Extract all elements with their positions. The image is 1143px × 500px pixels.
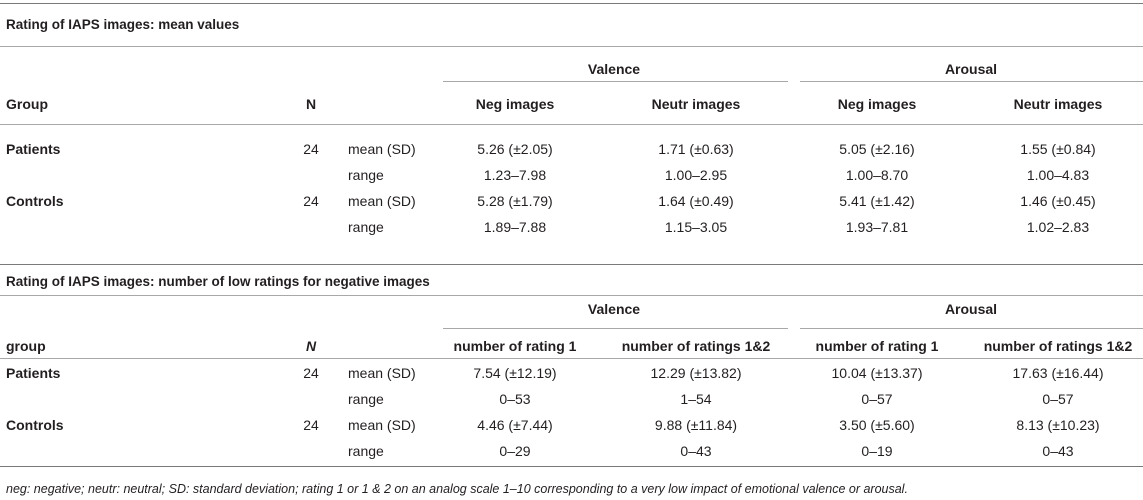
value-cell: 8.13 (±10.23) — [1016, 417, 1100, 433]
valence-span-rule — [443, 81, 788, 82]
value-cell: 0–57 — [1042, 391, 1074, 407]
stat-label: range — [348, 219, 384, 235]
arousal-header: Arousal — [944, 61, 998, 77]
col-header: number of ratings 1&2 — [621, 338, 771, 354]
value-cell: 0–43 — [1042, 443, 1074, 459]
stat-label: mean (SD) — [348, 141, 416, 157]
n-cell: 24 — [303, 193, 319, 209]
value-cell: 10.04 (±13.37) — [831, 365, 923, 381]
value-cell: 0–29 — [499, 443, 531, 459]
value-cell: 1–54 — [680, 391, 712, 407]
value-cell: 5.41 (±1.42) — [839, 193, 915, 209]
value-cell: 1.00–2.95 — [664, 167, 728, 183]
value-cell: 1.46 (±0.45) — [1020, 193, 1096, 209]
n-header: N — [305, 96, 317, 112]
n-header: N — [305, 338, 317, 354]
section1-header-rule — [0, 124, 1143, 125]
value-cell: 0–43 — [680, 443, 712, 459]
value-cell: 12.29 (±13.82) — [650, 365, 742, 381]
value-cell: 4.46 (±7.44) — [477, 417, 553, 433]
valence-header: Valence — [587, 61, 641, 77]
value-cell: 1.23–7.98 — [483, 167, 547, 183]
value-cell: 1.71 (±0.63) — [658, 141, 734, 157]
value-cell: 17.63 (±16.44) — [1012, 365, 1104, 381]
section1-title: Rating of IAPS images: mean values — [6, 17, 240, 32]
value-cell: 1.89–7.88 — [483, 219, 547, 235]
stat-label: range — [348, 391, 384, 407]
col-header: number of rating 1 — [815, 338, 939, 354]
group-cell: Patients — [6, 365, 61, 381]
value-cell: 1.93–7.81 — [845, 219, 909, 235]
col-header: Neutr images — [1013, 96, 1103, 112]
value-cell: 5.28 (±1.79) — [477, 193, 553, 209]
value-cell: 0–57 — [861, 391, 893, 407]
section-divider-rule — [0, 264, 1143, 265]
value-cell: 1.55 (±0.84) — [1020, 141, 1096, 157]
col-header: Neg images — [475, 96, 555, 112]
col-header: Neg images — [837, 96, 917, 112]
value-cell: 1.00–8.70 — [845, 167, 909, 183]
arousal-span-rule — [800, 81, 1143, 82]
value-cell: 9.88 (±11.84) — [654, 417, 738, 433]
value-cell: 1.00–4.83 — [1026, 167, 1090, 183]
n-cell: 24 — [303, 365, 319, 381]
value-cell: 3.50 (±5.60) — [839, 417, 915, 433]
value-cell: 7.54 (±12.19) — [473, 365, 557, 381]
bottom-rule — [0, 466, 1143, 467]
value-cell: 5.05 (±2.16) — [839, 141, 915, 157]
footnote: neg: negative; neutr: neutral; SD: stand… — [6, 482, 908, 496]
col-header: number of ratings 1&2 — [983, 338, 1133, 354]
group-cell: Controls — [6, 417, 64, 433]
n-cell: 24 — [303, 141, 319, 157]
value-cell: 5.26 (±2.05) — [477, 141, 553, 157]
top-rule — [0, 3, 1143, 4]
value-cell: 1.64 (±0.49) — [658, 193, 734, 209]
arousal-header: Arousal — [944, 301, 998, 317]
n-cell: 24 — [303, 417, 319, 433]
group-header: Group — [6, 96, 48, 112]
valence-header: Valence — [587, 301, 641, 317]
section2-header-rule — [0, 358, 1143, 359]
value-cell: 1.02–2.83 — [1026, 219, 1090, 235]
stat-label: mean (SD) — [348, 365, 416, 381]
group-cell: Controls — [6, 193, 64, 209]
section2-title: Rating of IAPS images: number of low rat… — [6, 274, 430, 289]
value-cell: 0–53 — [499, 391, 531, 407]
stat-label: mean (SD) — [348, 193, 416, 209]
arousal-span-rule-2 — [800, 328, 1143, 329]
col-header: number of rating 1 — [453, 338, 577, 354]
group-header: group — [6, 338, 46, 354]
stat-label: range — [348, 167, 384, 183]
stat-label: mean (SD) — [348, 417, 416, 433]
valence-span-rule-2 — [443, 328, 788, 329]
section1-title-rule — [0, 46, 1143, 47]
group-cell: Patients — [6, 141, 61, 157]
value-cell: 1.15–3.05 — [664, 219, 728, 235]
value-cell: 0–19 — [861, 443, 893, 459]
section2-title-rule — [0, 295, 1143, 296]
stat-label: range — [348, 443, 384, 459]
col-header: Neutr images — [651, 96, 741, 112]
